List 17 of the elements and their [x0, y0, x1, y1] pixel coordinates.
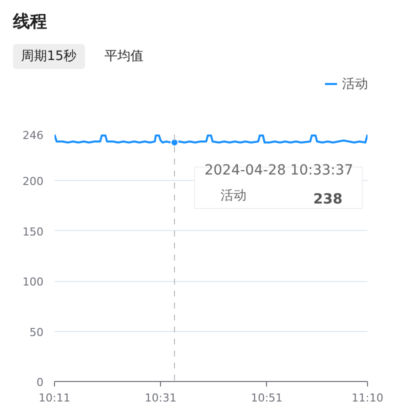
legend-label: 活动 [342, 77, 368, 92]
y-tick-label: 200 [22, 175, 44, 188]
y-tick-label: 246 [22, 129, 44, 142]
y-tick-label: 100 [22, 276, 44, 289]
chart-title: 线程 [13, 11, 47, 34]
x-tick-label: 10:31 [144, 392, 176, 404]
text: 平均值 [104, 48, 145, 66]
text: 周期15秒 [13, 44, 85, 69]
y-tick-label: 0 [36, 376, 44, 389]
x-tick-label: 11:10 [352, 392, 384, 404]
annotation: 2024-04-28 10:33:37 [204, 162, 354, 179]
text: 活动 [220, 188, 246, 204]
y-tick-label: 50 [30, 326, 44, 339]
y-tick-label: 150 [22, 225, 44, 238]
annotation: 238 [313, 192, 343, 208]
x-tick-label: 10:11 [38, 392, 70, 404]
x-tick-label: 10:51 [250, 392, 283, 404]
